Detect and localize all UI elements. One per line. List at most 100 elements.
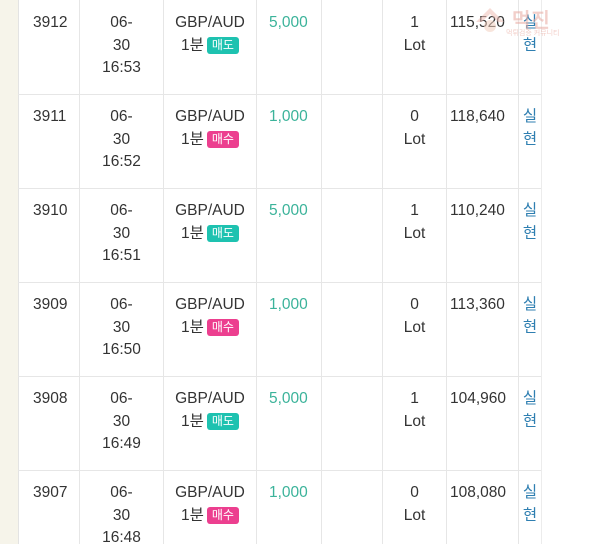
trade-symbol: GBP/AUD 1분 매도 <box>164 376 257 470</box>
trade-lot-part: 0 <box>410 108 419 125</box>
trade-history-table: 3912 06- 30 16:53 GBP/AUD 1분 매도 5,000 1 Lot 115,52… <box>18 0 541 544</box>
sell-badge: 매도 <box>206 36 239 54</box>
trade-time-part: 06- <box>110 202 133 219</box>
left-margin <box>0 0 19 544</box>
trade-status-part: 실 <box>522 202 538 219</box>
trade-lot: 1 Lot <box>383 376 447 470</box>
trade-amount: 1,000 <box>257 94 322 188</box>
trade-lot: 0 Lot <box>383 282 447 376</box>
empty-cell <box>322 282 383 376</box>
trade-status-part: 현 <box>522 36 538 54</box>
trade-balance: 113,360 <box>447 282 519 376</box>
trade-time-part: 06- <box>110 484 133 501</box>
table-row[interactable]: 3911 06- 30 16:52 GBP/AUD 1분 매수 1,000 0 Lot 118,64… <box>18 94 541 189</box>
trade-symbol: GBP/AUD 1분 매도 <box>164 0 257 94</box>
trade-status-part: 실 <box>522 484 538 501</box>
trade-time: 06- 30 16:52 <box>80 94 164 188</box>
trade-lot-part: Lot <box>403 130 426 148</box>
empty-cell <box>322 94 383 188</box>
trade-lot-part: Lot <box>403 36 426 54</box>
trade-amount: 5,000 <box>257 0 322 94</box>
empty-cell <box>322 188 383 282</box>
trade-time-part: 16:52 <box>102 153 141 170</box>
buy-badge: 매수 <box>206 318 239 336</box>
trade-lot-part: Lot <box>403 224 426 242</box>
trade-id: 3910 <box>18 188 80 282</box>
symbol-pair: GBP/AUD <box>175 14 245 31</box>
table-row[interactable]: 3910 06- 30 16:51 GBP/AUD 1분 매도 5,000 1 Lot 110,24… <box>18 188 541 283</box>
trade-status-part: 실 <box>522 390 538 407</box>
trade-symbol: GBP/AUD 1분 매도 <box>164 188 257 282</box>
trade-status-part: 현 <box>522 318 538 336</box>
trade-id: 3908 <box>18 376 80 470</box>
trade-lot-part: 0 <box>410 484 419 501</box>
symbol-period-line: 1분 매수 <box>164 317 256 340</box>
symbol-period-line: 1분 매수 <box>164 505 256 528</box>
trade-id: 3909 <box>18 282 80 376</box>
trade-amount: 5,000 <box>257 188 322 282</box>
trade-amount: 1,000 <box>257 470 322 544</box>
sell-badge: 매도 <box>206 412 239 430</box>
trade-time-part: 30 <box>112 224 131 242</box>
trade-period: 1분 <box>181 130 204 148</box>
trade-time-part: 30 <box>112 412 131 430</box>
trade-balance: 108,080 <box>447 470 519 544</box>
trade-time-part: 16:48 <box>102 529 141 544</box>
trade-lot: 0 Lot <box>383 470 447 544</box>
trade-balance: 118,640 <box>447 94 519 188</box>
table-row[interactable]: 3909 06- 30 16:50 GBP/AUD 1분 매수 1,000 0 Lot 113,36… <box>18 282 541 377</box>
trade-status-part: 현 <box>522 224 538 242</box>
right-margin <box>541 0 600 544</box>
trade-time-part: 16:50 <box>102 341 141 358</box>
table-row[interactable]: 3908 06- 30 16:49 GBP/AUD 1분 매도 5,000 1 Lot 104,96… <box>18 376 541 471</box>
trade-lot-part: Lot <box>403 412 426 430</box>
trade-status-part: 실 <box>522 108 538 125</box>
symbol-period-line: 1분 매수 <box>164 129 256 152</box>
trade-lot-part: 1 <box>410 14 419 31</box>
trade-time-part: 30 <box>112 506 131 524</box>
trade-lot: 0 Lot <box>383 94 447 188</box>
trade-id: 3911 <box>18 94 80 188</box>
trade-lot-part: Lot <box>403 506 426 524</box>
symbol-period-line: 1분 매도 <box>164 223 256 246</box>
trade-balance: 110,240 <box>447 188 519 282</box>
trade-lot-part: 0 <box>410 296 419 313</box>
trade-amount: 1,000 <box>257 282 322 376</box>
trade-period: 1분 <box>181 506 204 524</box>
trade-time-part: 30 <box>112 36 131 54</box>
table-row[interactable]: 3907 06- 30 16:48 GBP/AUD 1분 매수 1,000 0 Lot 108,08… <box>18 470 541 544</box>
symbol-pair: GBP/AUD <box>175 202 245 219</box>
trade-lot: 1 Lot <box>383 0 447 94</box>
trade-period: 1분 <box>181 224 204 242</box>
symbol-pair: GBP/AUD <box>175 296 245 313</box>
trade-balance: 115,520 <box>447 0 519 94</box>
trade-time: 06- 30 16:49 <box>80 376 164 470</box>
trade-period: 1분 <box>181 318 204 336</box>
trade-time: 06- 30 16:48 <box>80 470 164 544</box>
symbol-pair: GBP/AUD <box>175 484 245 501</box>
trade-period: 1분 <box>181 412 204 430</box>
empty-cell <box>322 376 383 470</box>
trade-status-part: 실 <box>522 14 538 31</box>
trade-lot-part: 1 <box>410 390 419 407</box>
empty-cell <box>322 0 383 94</box>
trade-id: 3907 <box>18 470 80 544</box>
table-row[interactable]: 3912 06- 30 16:53 GBP/AUD 1분 매도 5,000 1 Lot 115,52… <box>18 0 541 95</box>
trade-lot-part: Lot <box>403 318 426 336</box>
trade-status-part: 현 <box>522 130 538 148</box>
trade-status-part: 현 <box>522 506 538 524</box>
trade-time-part: 06- <box>110 108 133 125</box>
trade-time: 06- 30 16:50 <box>80 282 164 376</box>
trade-time-part: 30 <box>112 318 131 336</box>
buy-badge: 매수 <box>206 130 239 148</box>
trade-period: 1분 <box>181 36 204 54</box>
symbol-period-line: 1분 매도 <box>164 411 256 434</box>
trade-time-part: 06- <box>110 390 133 407</box>
trade-symbol: GBP/AUD 1분 매수 <box>164 94 257 188</box>
